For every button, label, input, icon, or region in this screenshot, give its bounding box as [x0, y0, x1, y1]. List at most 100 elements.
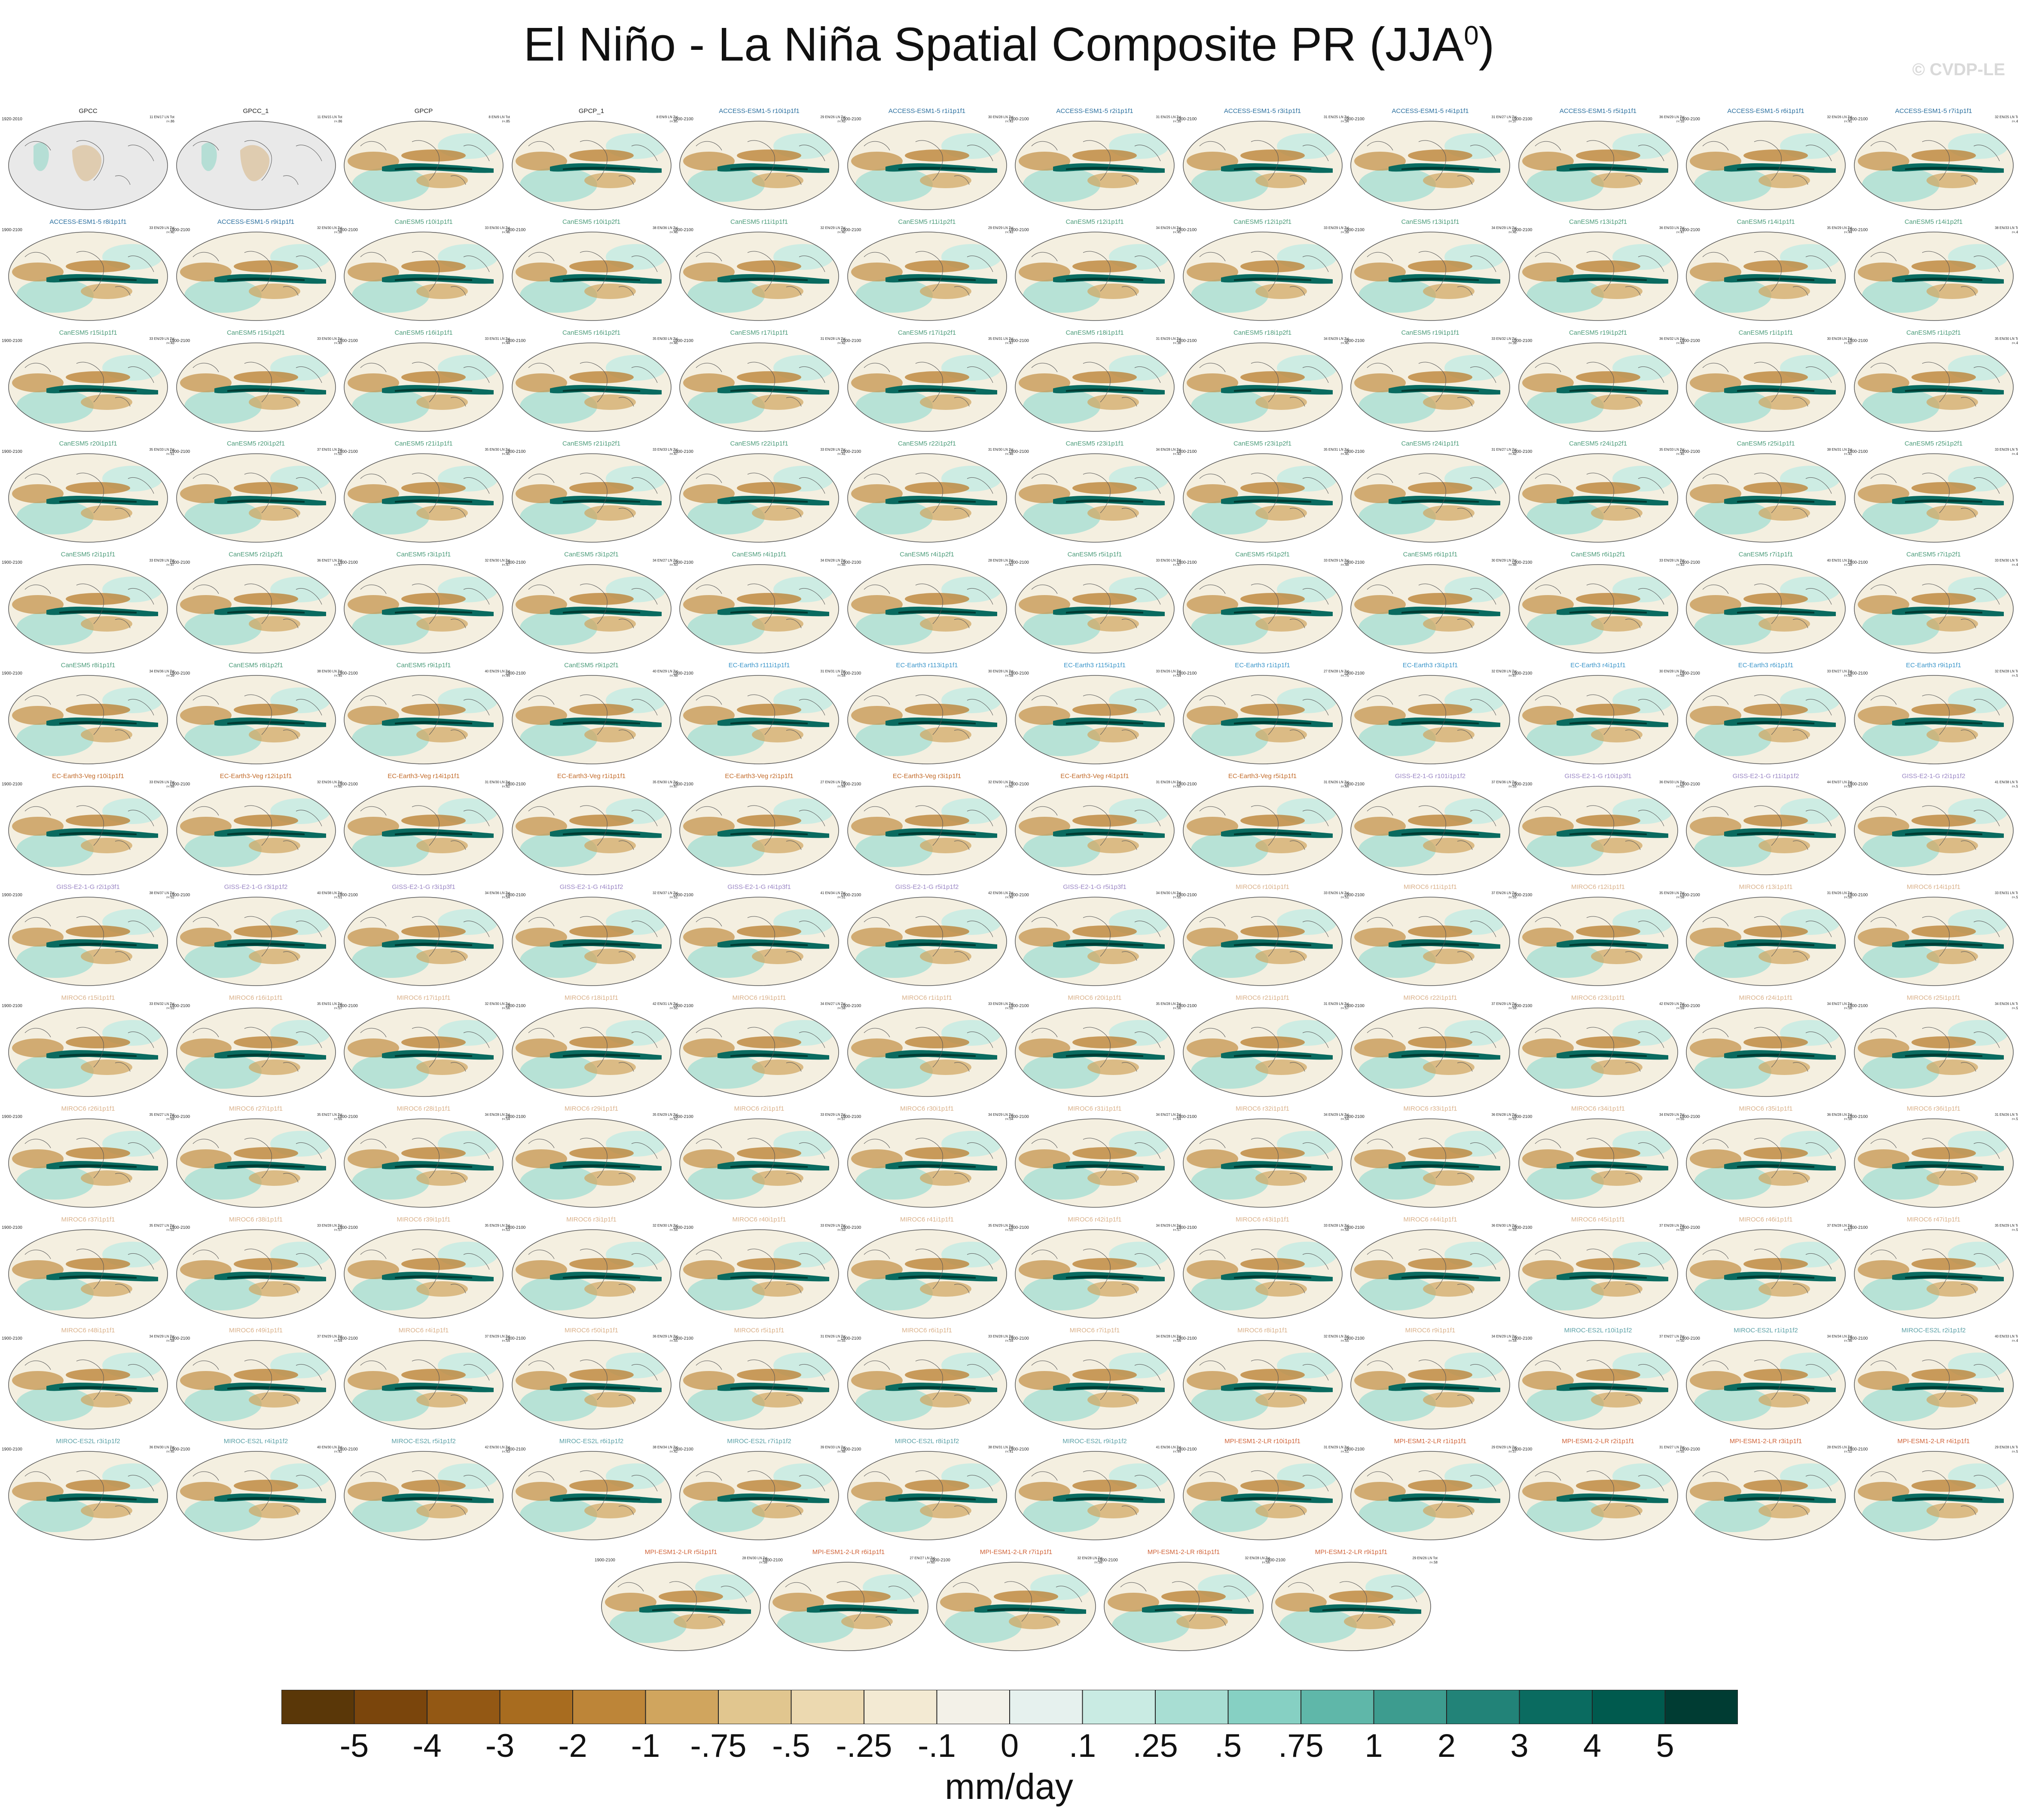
- panel-title: MIROC6 r4i1p1f1: [398, 1327, 449, 1334]
- panel-title: MIROC6 r38i1p1f1: [229, 1216, 283, 1223]
- map-panel: GISS-E2-1-G r3i1p1f2 1900-2100 40 EN/38 LN…: [170, 883, 342, 986]
- composite-map: [344, 897, 504, 986]
- colorbar-tick-label: -.25: [836, 1728, 892, 1764]
- panel-period: 1900-2100: [337, 1447, 358, 1452]
- map-panel: MIROC-ES2L r9i1p1f2 1900-2100 41 EN/36 LN …: [1008, 1438, 1181, 1541]
- panel-stat-line: r=.51: [1341, 895, 1349, 899]
- panel-title: MIROC6 r39i1p1f1: [397, 1216, 451, 1223]
- panel-stat-line: r=.47: [1676, 230, 1685, 234]
- panel-period: 1900-2100: [505, 1004, 526, 1008]
- composite-map: [1518, 453, 1678, 543]
- panel-period: 1900-2100: [1176, 1447, 1197, 1452]
- panel-stat-line: 35 EN/31 LN Tot: [317, 1002, 342, 1006]
- panel-title: MIROC6 r35i1p1f1: [1739, 1105, 1793, 1112]
- panel-stats: 33 EN/32 LN Tot r=.39: [1482, 337, 1517, 345]
- panel-stat-line: r=.48: [837, 1450, 846, 1454]
- panel-period: 1900-2100: [505, 893, 526, 898]
- panel-title: GPCC_1: [243, 107, 269, 115]
- panel-stats: 34 EN/29 LN Tot r=.54: [979, 1113, 1014, 1121]
- panel-title: CanESM5 r5i1p1f1: [1067, 551, 1122, 558]
- panel-title: MIROC6 r20i1p1f1: [1068, 994, 1122, 1002]
- panel-period: 1900-2100: [673, 893, 693, 898]
- composite-map: [847, 1451, 1007, 1540]
- composite-map: [1015, 564, 1175, 653]
- map-panel: GISS-E2-1-G r5i1p1f2 1900-2100 42 EN/36 LN…: [841, 883, 1014, 986]
- panel-stat-line: 41 EN/36 LN Tot: [1156, 1445, 1181, 1449]
- panel-title: EC-Earth3-Veg r4i1p1f1: [1060, 773, 1129, 780]
- map-panel: EC-Earth3 r3i1p1f1 1900-2100 32 EN/28 LN T…: [1344, 662, 1517, 765]
- panel-stat-line: 33 EN/32 LN Tot: [1491, 337, 1517, 341]
- composite-map: [679, 1340, 839, 1429]
- panel-stat-line: r=.48: [670, 674, 678, 678]
- map-panel: EC-Earth3-Veg r10i1p1f1 1900-2100 33 EN/26…: [2, 773, 174, 876]
- panel-period: 1900-2100: [1679, 671, 1700, 676]
- panel-stat-line: 31 EN/29 LN Tot: [1156, 337, 1181, 341]
- panel-title: MIROC6 r36i1p1f1: [1906, 1105, 1961, 1112]
- panel-title: MIROC6 r10i1p1f1: [1235, 883, 1290, 891]
- panel-stat-line: 33 EN/32 LN Tot: [149, 1002, 174, 1006]
- panel-stats: 31 EN/25 LN Tot r=.34: [1315, 115, 1349, 124]
- panel-stat-line: 31 EN/26 LN Tot: [820, 1334, 846, 1338]
- composite-map: [679, 564, 839, 653]
- composite-map: [1853, 786, 2014, 875]
- map-panel: CanESM5 r13i1p2f1 1900-2100 36 EN/33 LN To…: [1512, 218, 1685, 321]
- panel-stat-line: 32 EN/28 LN Tot: [1994, 669, 2018, 673]
- map-panel: CanESM5 r8i1p1f1 1900-2100 34 EN/36 LN Tot…: [2, 662, 174, 765]
- panel-stats: 33 EN/28 LN Tot r=.54: [979, 1334, 1014, 1343]
- map-panel: ACCESS-ESM1-5 r8i1p1f1 1900-2100 33 EN/29 …: [2, 218, 174, 321]
- panel-period: 1900-2100: [1511, 339, 1533, 343]
- panel-stat-line: 34 EN/28 LN Tot: [485, 1113, 510, 1117]
- map-panel: MIROC6 r35i1p1f1 1900-2100 36 EN/28 LN Tot…: [1679, 1105, 1852, 1208]
- map-panel: MIROC6 r9i1p1f1 1900-2100 34 EN/29 LN Tot r…: [1344, 1327, 1517, 1430]
- panel-title: MPI-ESM1-2-LR r9i1p1f1: [1315, 1548, 1388, 1556]
- panel-stat-line: 31 EN/26 LN Tot: [1323, 780, 1349, 784]
- composite-map: [679, 342, 839, 432]
- composite-map: [511, 1229, 672, 1319]
- panel-title: CanESM5 r23i1p1f1: [1065, 440, 1124, 447]
- panel-stat-line: r=.43: [1005, 230, 1014, 234]
- panel-stat-line: r=.57: [1173, 1228, 1181, 1232]
- composite-map: [1518, 342, 1678, 432]
- panel-title: GISS-E2-1-G r101i1p1f2: [1395, 773, 1466, 780]
- panel-period: 1900-2100: [1097, 1558, 1118, 1563]
- map-panel: MIROC6 r47i1p1f1 1900-2100 35 EN/29 LN Tot…: [1847, 1216, 2018, 1319]
- composite-map: [8, 786, 168, 875]
- panel-stat-line: 28 EN/25 LN Tot: [1827, 1445, 1852, 1449]
- composite-map: [511, 1451, 672, 1540]
- panel-period: 1900-2100: [337, 228, 358, 232]
- panel-stat-line: r=.57: [2012, 895, 2018, 899]
- panel-period: 1900-2100: [1847, 671, 1868, 676]
- panel-stat-line: 36 EN/28 LN Tot: [1491, 1113, 1517, 1117]
- colorbar-swatch: [354, 1690, 427, 1724]
- panel-period: 1900-2100: [1679, 1225, 1700, 1230]
- panel-stat-line: 30 EN/28 LN Tot: [988, 669, 1014, 673]
- panel-stat-line: r=.51: [837, 895, 846, 899]
- panel-stats: 36 EN/27 LN Tot r=.47: [308, 559, 342, 567]
- panel-stat-line: 34 EN/29 LN Tot: [1156, 1224, 1181, 1228]
- panel-stat-line: 34 EN/34 LN Tot: [1827, 1334, 1852, 1338]
- panel-period: 1900-2100: [1679, 560, 1700, 565]
- panel-stats: 33 EN/28 LN Tot r=.43: [1650, 559, 1685, 567]
- panel-period: 1900-2100: [1344, 893, 1365, 898]
- panel-stat-line: r=.56: [1508, 1006, 1517, 1010]
- panel-stats: 34 EN/36 LN Tot r=.39: [140, 669, 174, 678]
- map-panel: GPCP 8 EN/9 LN Tot r=.85: [340, 107, 510, 211]
- panel-period: 1900-2100: [169, 1004, 190, 1008]
- composite-map: [1015, 675, 1175, 764]
- panel-title: MIROC6 r16i1p1f1: [229, 994, 283, 1002]
- composite-map: [1350, 1229, 1510, 1319]
- panel-period: 1900-2100: [1511, 1447, 1533, 1452]
- panel-stat-line: 42 EN/36 LN Tot: [988, 891, 1014, 895]
- panel-stats: 42 EN/31 LN Tot r=.55: [644, 1002, 678, 1011]
- panel-stats: 33 EN/28 LN Tot r=.55: [979, 1002, 1014, 1011]
- map-panel: MIROC-ES2L r1i1p1f2 1900-2100 34 EN/34 LN …: [1679, 1327, 1852, 1430]
- panel-stats: 35 EN/27 LN Tot r=.55: [308, 1113, 342, 1121]
- map-panel: EC-Earth3-Veg r14i1p1f1 1900-2100 31 EN/30…: [337, 773, 510, 876]
- panel-stat-line: r=.56: [1508, 1228, 1517, 1232]
- panel-title: ACCESS-ESM1-5 r9i1p1f1: [217, 218, 295, 226]
- panel-stat-line: r=.56: [1844, 1006, 1852, 1010]
- panel-title: CanESM5 r18i1p1f1: [1065, 329, 1124, 336]
- panel-period: 1900-2100: [1679, 782, 1700, 787]
